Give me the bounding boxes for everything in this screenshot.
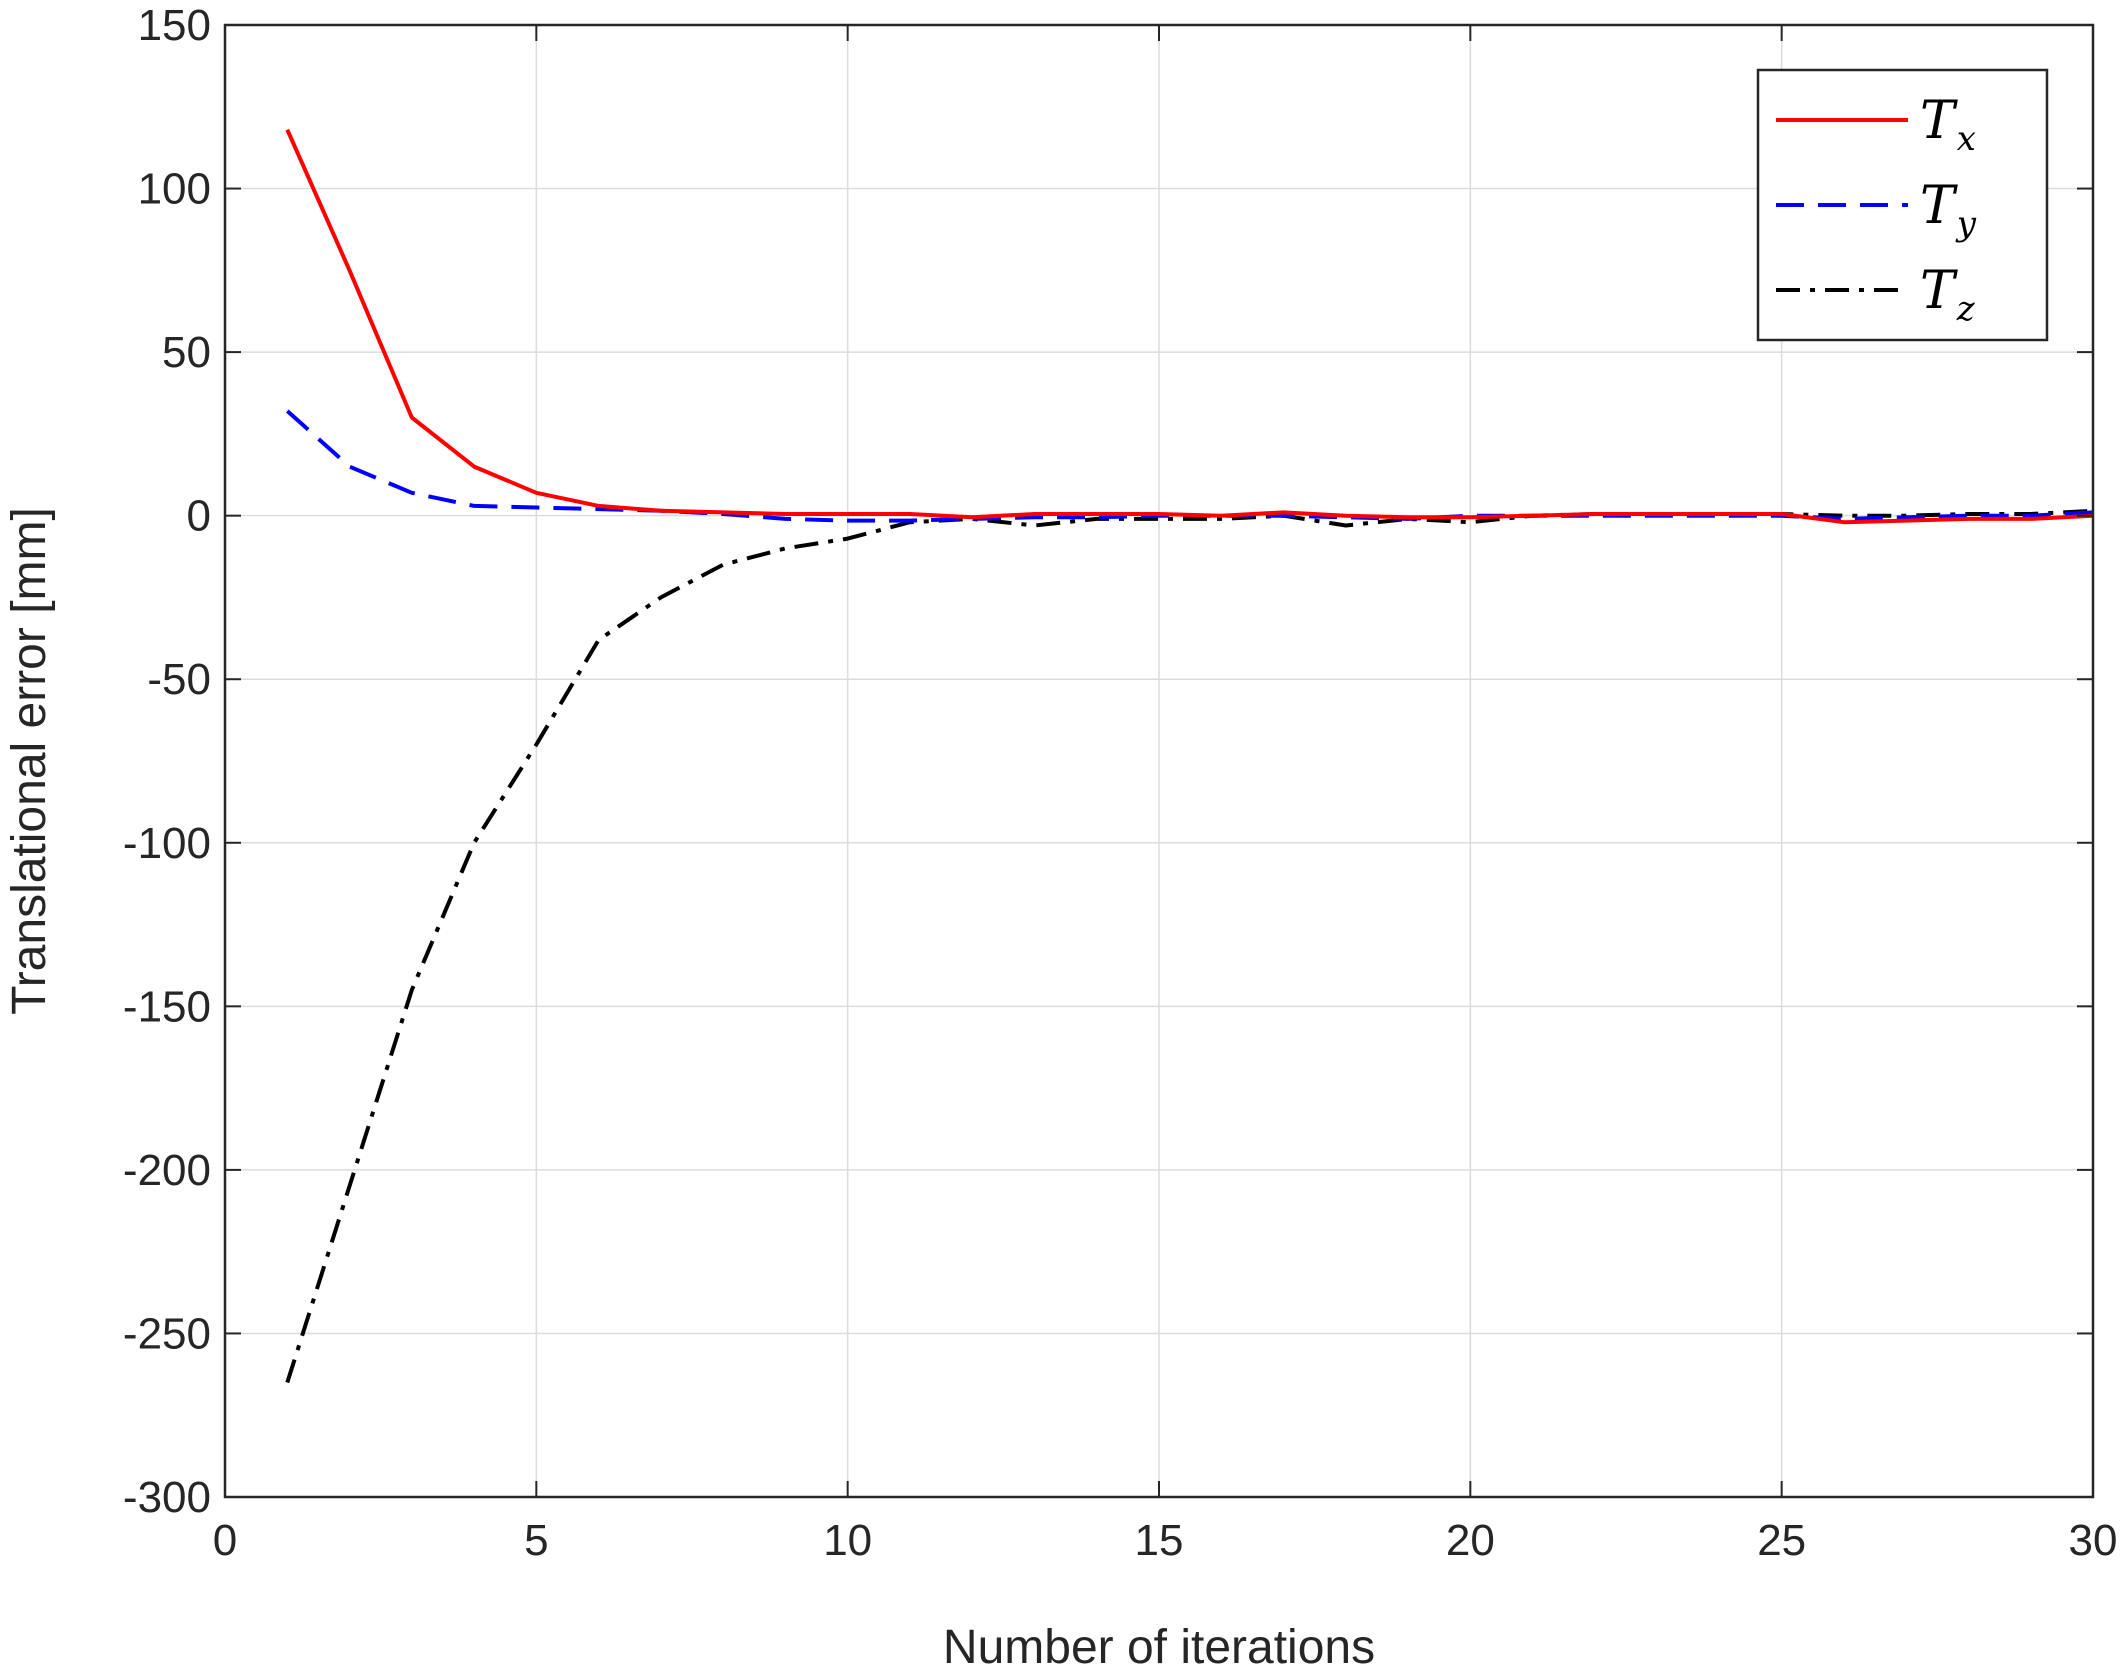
x-tick-label: 20 [1446, 1516, 1495, 1565]
y-tick-label: 150 [138, 1, 211, 50]
legend-label-z: Tz [1920, 261, 1976, 329]
y-tick-label: -300 [123, 1473, 211, 1522]
x-tick-label: 10 [823, 1516, 872, 1565]
x-tick-label: 30 [2069, 1516, 2118, 1565]
legend-label-subscript: y [1955, 204, 1977, 244]
series-line-x [285, 128, 2094, 525]
x-tick-label: 0 [213, 1516, 237, 1565]
y-axis-label: Translational error [mm] [3, 507, 56, 1015]
legend-label-subscript: x [1957, 119, 1976, 159]
legend-label-subscript: z [1956, 289, 1976, 329]
x-axis-label: Number of iterations [943, 1621, 1375, 1671]
legend-label-y: Ty [1920, 176, 1977, 244]
y-tick-label: 100 [138, 165, 211, 214]
y-tick-label: 50 [162, 328, 211, 377]
series-layer [285, 128, 2094, 1384]
legend-label-main: T [1920, 261, 1958, 321]
y-tick-label: -100 [123, 819, 211, 868]
legend-label-x: Tx [1920, 91, 1976, 159]
legend-label-main: T [1920, 176, 1958, 236]
ticks: 0 5 10 15 20 25 30 -300 -250 -200 -150 -100 -50 0 50 10… [123, 1, 2118, 1565]
y-tick-label: -200 [123, 1146, 211, 1195]
y-tick-label: -50 [147, 655, 211, 704]
y-tick-label: -250 [123, 1309, 211, 1358]
legend-label-main: T [1920, 91, 1958, 151]
y-tick-label: 0 [187, 492, 211, 541]
x-tick-label: 15 [1135, 1516, 1184, 1565]
y-tick-label: -150 [123, 982, 211, 1031]
x-tick-label: 5 [524, 1516, 548, 1565]
x-tick-label: 25 [1757, 1516, 1806, 1565]
